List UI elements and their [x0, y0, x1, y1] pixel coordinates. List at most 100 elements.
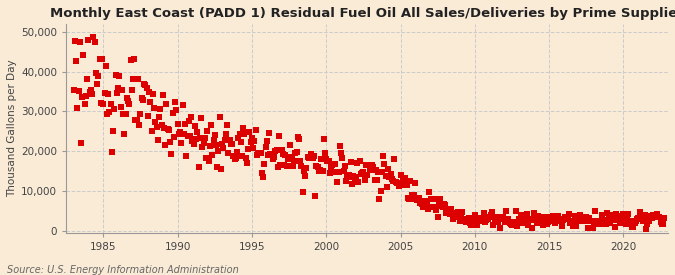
Point: [534, 219, 545, 224]
Point: [589, 221, 599, 226]
Point: [431, 208, 442, 213]
Point: [518, 214, 529, 218]
Point: [494, 226, 505, 230]
Point: [398, 177, 408, 182]
Point: [514, 217, 525, 221]
Point: [159, 126, 169, 130]
Point: [595, 222, 605, 226]
Point: [568, 219, 579, 223]
Point: [495, 217, 506, 221]
Point: [161, 102, 172, 106]
Point: [492, 214, 503, 219]
Point: [574, 213, 585, 217]
Point: [468, 221, 479, 225]
Point: [439, 202, 450, 207]
Point: [565, 221, 576, 225]
Point: [163, 127, 174, 132]
Point: [145, 100, 156, 104]
Point: [443, 207, 454, 211]
Point: [87, 92, 98, 97]
Point: [88, 34, 99, 39]
Point: [199, 136, 210, 140]
Point: [322, 159, 333, 164]
Point: [132, 118, 142, 122]
Point: [117, 88, 128, 92]
Point: [578, 219, 589, 223]
Point: [462, 218, 472, 222]
Point: [109, 106, 120, 111]
Point: [562, 216, 573, 220]
Point: [369, 178, 380, 183]
Point: [165, 140, 176, 145]
Point: [483, 217, 494, 221]
Point: [451, 215, 462, 220]
Point: [642, 222, 653, 226]
Point: [396, 183, 407, 188]
Point: [423, 207, 433, 211]
Point: [175, 130, 186, 134]
Point: [522, 211, 533, 216]
Point: [311, 164, 322, 168]
Point: [513, 220, 524, 225]
Point: [111, 90, 122, 95]
Point: [208, 138, 219, 142]
Point: [546, 219, 557, 224]
Point: [172, 122, 183, 126]
Point: [267, 157, 278, 162]
Point: [368, 164, 379, 169]
Point: [491, 219, 502, 224]
Point: [488, 222, 499, 227]
Point: [516, 217, 527, 222]
Point: [74, 40, 85, 45]
Point: [507, 223, 518, 228]
Point: [353, 180, 364, 184]
Point: [394, 184, 405, 188]
Point: [263, 152, 273, 157]
Point: [244, 130, 255, 134]
Point: [350, 175, 361, 179]
Point: [218, 146, 229, 150]
Point: [277, 152, 288, 156]
Point: [80, 101, 90, 106]
Point: [395, 173, 406, 177]
Point: [198, 141, 209, 145]
Point: [460, 218, 470, 222]
Point: [230, 157, 240, 161]
Point: [285, 142, 296, 147]
Point: [110, 73, 121, 78]
Point: [167, 111, 178, 116]
Point: [248, 146, 259, 150]
Point: [101, 64, 111, 68]
Point: [648, 213, 659, 217]
Point: [385, 171, 396, 176]
Point: [651, 211, 662, 216]
Point: [335, 150, 346, 155]
Point: [113, 86, 124, 90]
Point: [343, 173, 354, 177]
Point: [522, 222, 533, 227]
Point: [126, 88, 137, 93]
Point: [475, 218, 485, 222]
Point: [329, 162, 340, 166]
Point: [598, 221, 609, 226]
Point: [151, 125, 162, 130]
Point: [103, 92, 113, 97]
Point: [230, 156, 241, 160]
Point: [647, 215, 657, 220]
Point: [374, 196, 385, 201]
Point: [122, 96, 132, 100]
Point: [500, 219, 510, 224]
Point: [141, 86, 152, 91]
Point: [354, 159, 365, 163]
Point: [402, 196, 413, 200]
Point: [135, 112, 146, 117]
Point: [207, 153, 217, 157]
Point: [544, 217, 555, 221]
Point: [497, 216, 508, 221]
Point: [509, 222, 520, 226]
Point: [481, 217, 491, 222]
Point: [416, 202, 427, 207]
Point: [160, 143, 171, 147]
Point: [323, 159, 334, 164]
Point: [379, 161, 390, 166]
